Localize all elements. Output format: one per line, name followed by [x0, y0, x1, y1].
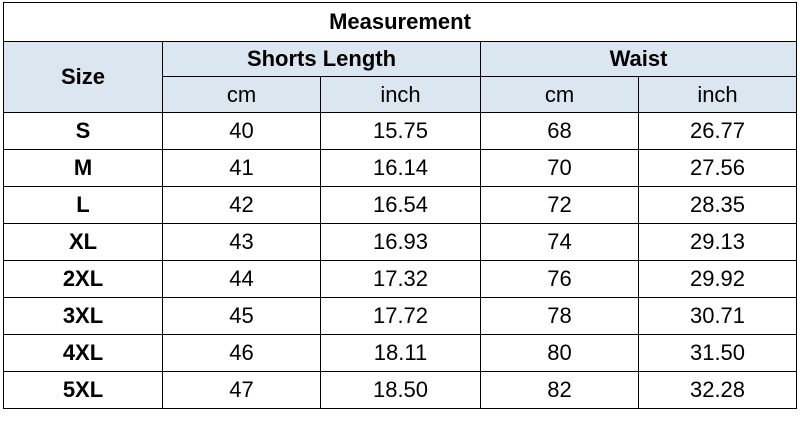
value-cell: 15.75 — [320, 112, 481, 150]
table-row: 4XL 46 18.11 80 31.50 — [3, 334, 797, 372]
value-cell: 17.72 — [320, 297, 481, 335]
value-cell: 76 — [480, 260, 639, 298]
value-cell: 17.32 — [320, 260, 481, 298]
value-cell: 41 — [162, 149, 321, 187]
unit-header: cm — [480, 76, 639, 113]
size-cell: 3XL — [3, 297, 163, 335]
unit-header: inch — [638, 76, 797, 113]
group-header: Shorts Length — [162, 41, 481, 77]
value-cell: 70 — [480, 149, 639, 187]
value-cell: 72 — [480, 186, 639, 224]
size-cell: L — [3, 186, 163, 224]
size-cell: XL — [3, 223, 163, 261]
value-cell: 31.50 — [638, 334, 797, 372]
size-cell: S — [3, 112, 163, 150]
value-cell: 18.50 — [320, 371, 481, 409]
value-cell: 16.14 — [320, 149, 481, 187]
value-cell: 30.71 — [638, 297, 797, 335]
size-table: Measurement Size Shorts Length Waist cm … — [3, 2, 797, 409]
value-cell: 46 — [162, 334, 321, 372]
table-row: S 40 15.75 68 26.77 — [3, 112, 797, 150]
value-cell: 68 — [480, 112, 639, 150]
value-cell: 16.54 — [320, 186, 481, 224]
value-cell: 28.35 — [638, 186, 797, 224]
value-cell: 27.56 — [638, 149, 797, 187]
value-cell: 32.28 — [638, 371, 797, 409]
value-cell: 78 — [480, 297, 639, 335]
size-cell: 5XL — [3, 371, 163, 409]
table-row: XL 43 16.93 74 29.13 — [3, 223, 797, 261]
size-header: Size — [3, 41, 163, 113]
group-header: Waist — [480, 41, 797, 77]
table-row: 2XL 44 17.32 76 29.92 — [3, 260, 797, 298]
value-cell: 29.13 — [638, 223, 797, 261]
value-cell: 42 — [162, 186, 321, 224]
value-cell: 26.77 — [638, 112, 797, 150]
size-cell: 4XL — [3, 334, 163, 372]
value-cell: 44 — [162, 260, 321, 298]
value-cell: 43 — [162, 223, 321, 261]
value-cell: 80 — [480, 334, 639, 372]
table-row: L 42 16.54 72 28.35 — [3, 186, 797, 224]
value-cell: 18.11 — [320, 334, 481, 372]
value-cell: 45 — [162, 297, 321, 335]
unit-header: inch — [320, 76, 481, 113]
size-cell: 2XL — [3, 260, 163, 298]
size-cell: M — [3, 149, 163, 187]
value-cell: 29.92 — [638, 260, 797, 298]
table-row: 5XL 47 18.50 82 32.28 — [3, 371, 797, 409]
table-row: 3XL 45 17.72 78 30.71 — [3, 297, 797, 335]
value-cell: 47 — [162, 371, 321, 409]
value-cell: 40 — [162, 112, 321, 150]
table-row: M 41 16.14 70 27.56 — [3, 149, 797, 187]
value-cell: 16.93 — [320, 223, 481, 261]
unit-header: cm — [162, 76, 321, 113]
value-cell: 74 — [480, 223, 639, 261]
value-cell: 82 — [480, 371, 639, 409]
table-title: Measurement — [3, 2, 797, 42]
